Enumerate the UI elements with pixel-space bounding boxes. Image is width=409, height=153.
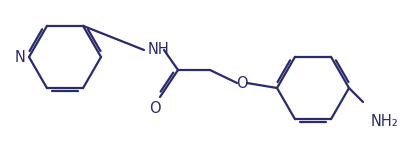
Text: NH₂: NH₂ (370, 114, 398, 129)
Text: O: O (236, 75, 247, 91)
Text: NH: NH (148, 43, 169, 58)
Text: O: O (149, 101, 160, 116)
Text: N: N (15, 50, 26, 65)
